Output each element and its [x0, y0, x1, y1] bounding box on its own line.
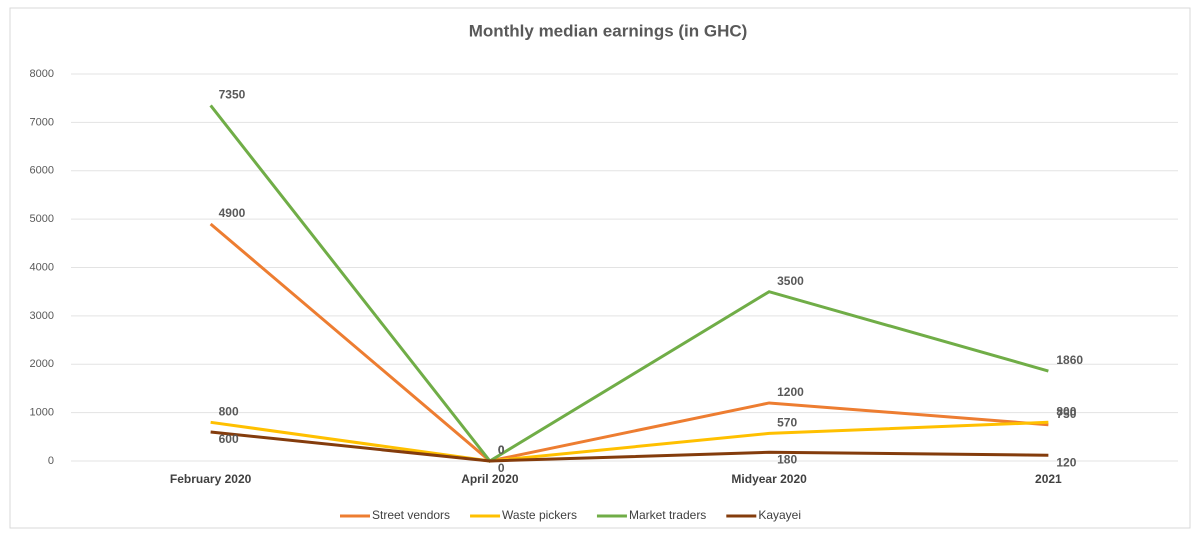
y-tick-label: 8000 — [30, 68, 54, 80]
data-label: 180 — [777, 452, 797, 466]
data-label: 3500 — [777, 274, 804, 288]
legend-label: Market traders — [629, 508, 706, 522]
x-tick-label: April 2020 — [461, 472, 519, 486]
data-label: 570 — [777, 416, 797, 430]
data-label: 7350 — [219, 88, 246, 102]
data-label: 120 — [1056, 455, 1076, 469]
data-label: 0 — [498, 443, 505, 457]
y-tick-label: 2000 — [30, 358, 54, 370]
data-label: 4900 — [219, 206, 246, 220]
legend-label: Kayayei — [758, 508, 801, 522]
data-label: 0 — [498, 443, 505, 457]
data-label: 1200 — [777, 385, 804, 399]
data-label: 800 — [1056, 404, 1076, 418]
series-line — [210, 420, 1049, 463]
legend-label: Street vendors — [372, 508, 450, 522]
series-line — [209, 104, 1049, 463]
y-tick-label: 3000 — [30, 310, 54, 322]
data-label: 0 — [498, 443, 505, 457]
data-label: 0 — [498, 461, 505, 475]
y-tick-label: 0 — [48, 455, 54, 467]
y-tick-label: 6000 — [30, 165, 54, 177]
data-label: 1860 — [1056, 353, 1083, 367]
series-line — [210, 430, 1049, 463]
y-tick-label: 1000 — [30, 407, 54, 419]
data-label: 800 — [219, 404, 239, 418]
y-tick-label: 7000 — [30, 116, 54, 128]
x-tick-label: February 2020 — [170, 472, 252, 486]
legend-label: Waste pickers — [502, 508, 577, 522]
data-label: 600 — [219, 432, 239, 446]
chart-title: Monthly median earnings (in GHC) — [469, 21, 748, 40]
x-tick-label: 2021 — [1035, 472, 1062, 486]
y-tick-label: 4000 — [30, 261, 54, 273]
y-tick-label: 5000 — [30, 213, 54, 225]
x-tick-label: Midyear 2020 — [731, 472, 807, 486]
series-line — [209, 222, 1049, 463]
data-label: 750 — [1056, 407, 1076, 421]
